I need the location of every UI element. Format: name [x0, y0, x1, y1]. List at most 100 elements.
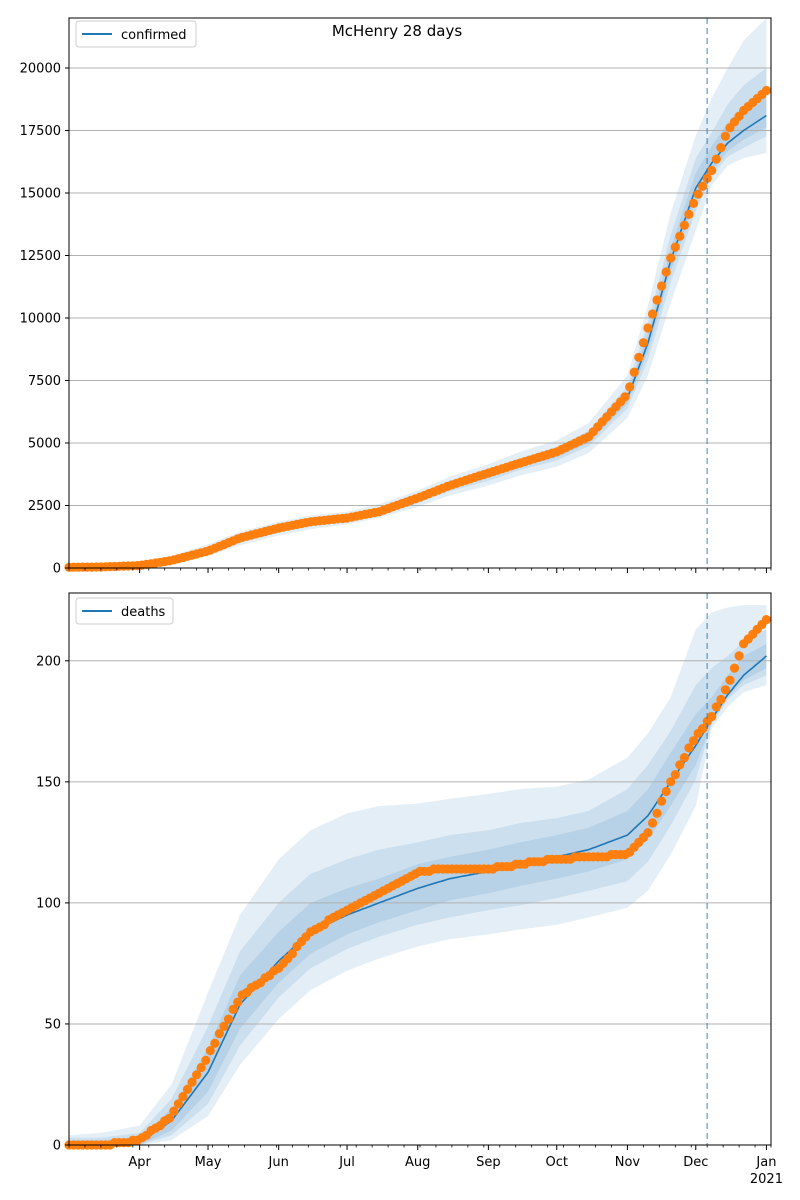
- observed-point: [661, 786, 671, 797]
- y-tick-label: 5000: [28, 437, 61, 452]
- observed-point: [169, 1106, 179, 1116]
- observed-point: [698, 724, 708, 734]
- observed-point: [223, 1014, 234, 1024]
- observed-point: [666, 253, 676, 263]
- observed-point: [643, 323, 653, 333]
- y-tick-label: 10000: [20, 312, 61, 327]
- observed-point: [688, 736, 699, 746]
- observed-point: [720, 685, 731, 695]
- x-tick-label: Jun: [268, 1155, 289, 1170]
- observed-point: [287, 949, 297, 959]
- y-tick-label: 0: [53, 1139, 61, 1154]
- observed-point: [761, 615, 772, 625]
- x-tick-label: Oct: [546, 1155, 568, 1170]
- observed-point: [675, 760, 685, 770]
- observed-point: [638, 338, 649, 348]
- y-tick-label: 7500: [28, 374, 61, 389]
- observed-point: [192, 1070, 202, 1080]
- top-y-axis: 0 2500 5000 7500 10000 12500 15000 17500 20000: [20, 62, 69, 577]
- y-tick-label: 15000: [20, 187, 61, 202]
- observed-point: [205, 1046, 215, 1056]
- observed-point: [210, 1038, 220, 1048]
- observed-point: [634, 352, 644, 362]
- observed-point: [657, 796, 667, 806]
- y-tick-label: 200: [36, 654, 61, 669]
- observed-point: [693, 189, 703, 199]
- observed-point: [233, 997, 243, 1007]
- observed-point: [647, 818, 658, 828]
- observed-point: [761, 85, 772, 96]
- bot-model-line: [69, 655, 767, 1146]
- observed-point: [201, 1055, 211, 1065]
- observed-point: [652, 295, 662, 305]
- y-tick-label: 12500: [20, 249, 61, 264]
- observed-point: [214, 1029, 224, 1039]
- y-tick-label: 2500: [28, 499, 61, 514]
- observed-point: [196, 1062, 206, 1073]
- observed-point: [228, 1004, 238, 1015]
- y-tick-label: 50: [44, 1017, 61, 1032]
- y-tick-label: 20000: [20, 62, 61, 77]
- observed-point: [670, 770, 680, 780]
- observed-point: [661, 267, 671, 277]
- top-panel: 0 2500 5000 7500 10000 12500 15000 17500 20000 c…: [20, 17, 772, 577]
- observed-point: [711, 154, 721, 164]
- y-tick-label: 17500: [20, 124, 61, 139]
- observed-point: [684, 743, 694, 753]
- figure-title: McHenry 28 days: [332, 22, 462, 40]
- observed-point: [178, 1092, 188, 1102]
- top-x-ticks: [68, 568, 772, 573]
- observed-point: [219, 1021, 229, 1031]
- observed-point: [629, 367, 639, 377]
- x-tick-label: Aug: [405, 1155, 430, 1170]
- observed-point: [688, 198, 699, 208]
- observed-point: [173, 1099, 183, 1109]
- bottom-legend-label: deaths: [121, 605, 166, 620]
- x-tick-label: Sep: [476, 1155, 501, 1170]
- observed-point: [716, 143, 726, 153]
- top-legend: confirmed: [75, 20, 197, 48]
- bottom-legend: deaths: [75, 597, 174, 625]
- observed-point: [675, 231, 685, 241]
- observed-point: [182, 1084, 193, 1094]
- x-tick-label: Jan: [755, 1155, 776, 1170]
- bot-band-middle: [69, 629, 767, 1145]
- observed-point: [652, 808, 662, 818]
- observed-point: [164, 1113, 174, 1123]
- observed-point: [698, 181, 708, 191]
- observed-point: [716, 694, 726, 705]
- observed-point: [711, 702, 721, 712]
- observed-point: [720, 131, 731, 141]
- y-tick-label: 100: [36, 896, 61, 911]
- bottom-x-axis: Apr May Jun Jul Aug Sep Oct Nov Dec Jan 2021: [68, 1145, 783, 1187]
- observed-point: [679, 220, 690, 230]
- bottom-legend-box: [75, 597, 174, 625]
- observed-point: [679, 753, 690, 763]
- top-legend-label: confirmed: [121, 28, 187, 43]
- observed-point: [725, 675, 735, 685]
- x-tick-label: Nov: [615, 1155, 641, 1170]
- top-observed-points: [64, 85, 772, 572]
- observed-point: [647, 309, 658, 319]
- x-tick-label: May: [195, 1155, 222, 1170]
- observed-point: [187, 1077, 197, 1087]
- observed-point: [707, 711, 717, 722]
- bottom-model-line-group: [69, 655, 767, 1146]
- x-tick-label: Apr: [128, 1155, 151, 1170]
- observed-point: [707, 165, 717, 176]
- x-year-label: 2021: [750, 1172, 783, 1187]
- x-tick-label: Dec: [683, 1155, 708, 1170]
- observed-point: [666, 777, 676, 787]
- top-legend-box: [75, 20, 197, 48]
- y-tick-label: 0: [53, 562, 61, 577]
- observed-point: [625, 382, 635, 392]
- observed-point: [643, 828, 653, 838]
- observed-point: [670, 242, 680, 252]
- y-tick-label: 150: [36, 775, 61, 790]
- observed-point: [734, 651, 744, 661]
- observed-point: [729, 663, 740, 673]
- x-tick-label: Jul: [338, 1155, 355, 1170]
- bottom-panel: 0 50 100 150 200 Apr May Jun Jul Aug Sep Oct Nov Dec…: [36, 592, 783, 1187]
- observed-point: [620, 392, 630, 402]
